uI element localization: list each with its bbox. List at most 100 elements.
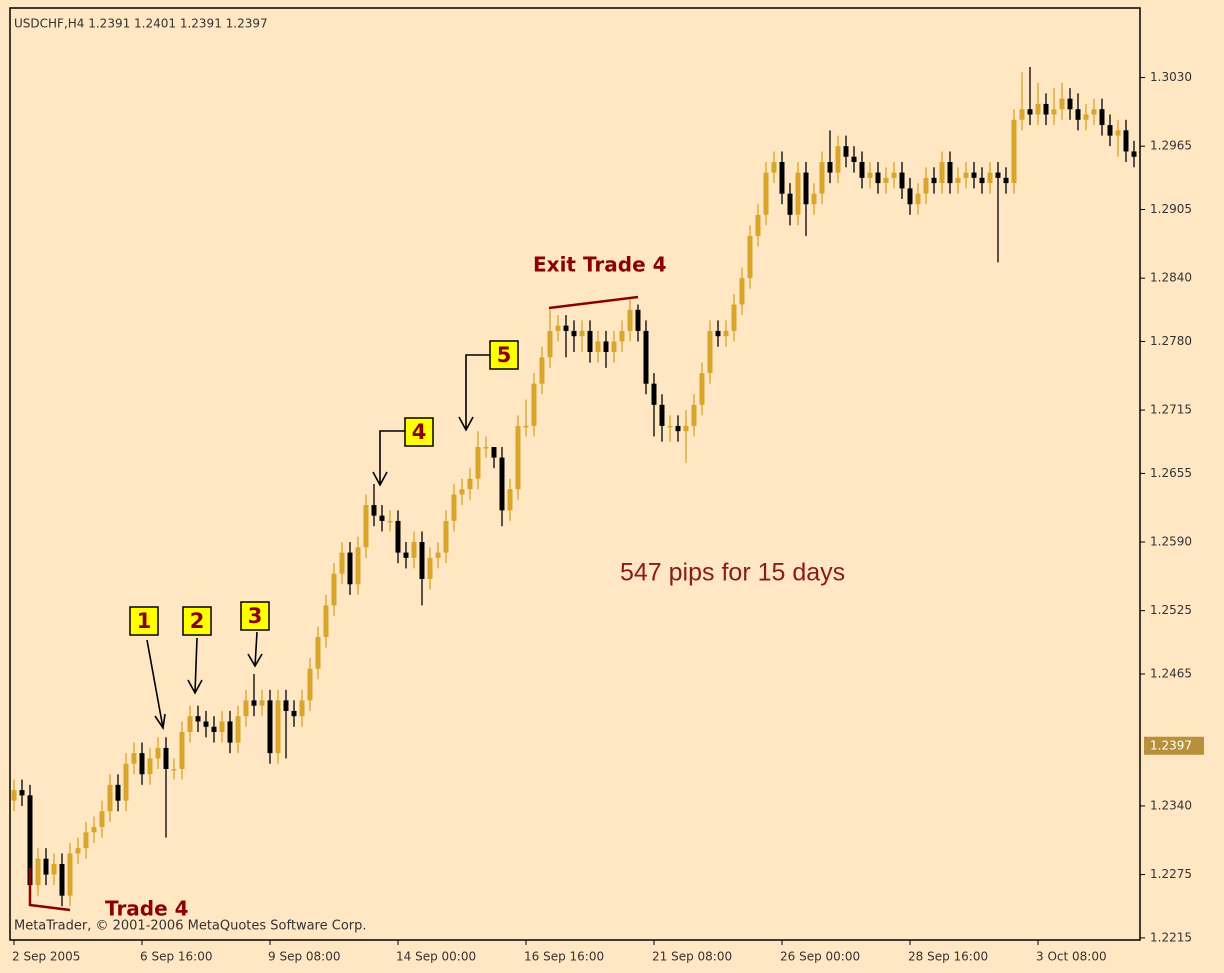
marker-label: 1 — [137, 609, 152, 633]
candle-body — [355, 547, 361, 585]
candle-body — [131, 753, 137, 764]
marker-box — [404, 417, 434, 447]
candle-body — [683, 425, 689, 432]
candle-body — [379, 515, 385, 521]
candle-body — [883, 177, 889, 184]
candle-body — [251, 700, 257, 706]
candle-body — [491, 447, 497, 458]
y-tick-label: 1.2840 — [1150, 271, 1192, 285]
candle-body — [691, 404, 697, 426]
candle-body — [171, 768, 177, 771]
marker-box — [240, 601, 270, 631]
marker-box — [182, 606, 212, 636]
arrow — [247, 631, 263, 668]
annotations: 1 2 3 4 5 Exit Trade 4 Trade 4 547 pips … — [28, 253, 845, 921]
marker-label: 4 — [412, 420, 427, 444]
candle-body — [459, 489, 465, 495]
candle-body — [755, 214, 761, 236]
candle-body — [267, 700, 273, 754]
arrow — [458, 354, 490, 432]
candle-body — [83, 832, 89, 849]
candle-body — [1043, 103, 1049, 115]
candle-body — [315, 637, 321, 669]
arrow — [146, 639, 166, 731]
x-tick-label: 28 Sep 16:00 — [908, 950, 988, 964]
candle-body — [1059, 98, 1065, 110]
candle-body — [219, 721, 225, 733]
candle-body — [971, 172, 977, 178]
candle-body — [59, 863, 65, 896]
candle-body — [595, 341, 601, 353]
candle-body — [1003, 177, 1009, 184]
x-tick-label: 6 Sep 16:00 — [140, 950, 212, 964]
candle-body — [811, 193, 817, 205]
candle-body — [995, 172, 1001, 178]
candle-body — [307, 668, 313, 701]
candle-body — [1123, 130, 1129, 152]
x-tick-label: 26 Sep 00:00 — [780, 950, 860, 964]
exit-line — [548, 295, 639, 310]
candle-body — [923, 177, 929, 194]
y-tick-label: 1.2965 — [1150, 139, 1192, 153]
candle-body — [363, 505, 369, 548]
y-tick-label: 1.2340 — [1150, 798, 1192, 812]
chart-title: USDCHF,H4 1.2391 1.2401 1.2391 1.2397 — [14, 17, 268, 31]
candle-body — [99, 811, 105, 828]
summary-label: 547 pips for 15 days — [620, 559, 845, 587]
candle-body — [1091, 109, 1097, 115]
candle-body — [851, 156, 857, 163]
candle-body — [635, 309, 641, 331]
candle-body — [451, 494, 457, 521]
candle-body — [907, 188, 913, 205]
x-tick-label: 9 Sep 08:00 — [268, 950, 340, 964]
candle-body — [843, 146, 849, 157]
candle-body — [1011, 119, 1017, 184]
candle-body — [387, 520, 393, 523]
marker-label: 5 — [497, 343, 512, 367]
candle-body — [547, 330, 553, 358]
candle-body — [1131, 151, 1137, 157]
candle-body — [115, 784, 121, 801]
y-tick-label: 1.2215 — [1150, 930, 1192, 944]
candle-body — [795, 172, 801, 215]
candle-body — [203, 721, 209, 727]
candle-body — [411, 542, 417, 558]
candle-body — [427, 557, 433, 579]
candle-body — [763, 172, 769, 215]
candle-body — [1107, 125, 1113, 136]
candle-body — [475, 447, 481, 479]
candle-body — [43, 858, 49, 875]
candle-body — [1019, 109, 1025, 120]
y-tick-label: 1.3030 — [1150, 70, 1192, 84]
y-tick-label: 1.2655 — [1150, 466, 1192, 480]
candle-body — [331, 573, 337, 606]
candle-body — [875, 172, 881, 184]
marker-box — [129, 606, 159, 636]
candle-body — [339, 552, 345, 574]
candle-body — [435, 552, 441, 558]
candle-body — [1115, 130, 1121, 136]
candle-body — [531, 383, 537, 426]
candle-body — [899, 172, 905, 189]
candle-body — [939, 162, 945, 184]
candle-body — [403, 552, 409, 558]
candle-body — [915, 193, 921, 205]
y-tick-label: 1.2780 — [1150, 334, 1192, 348]
candle-body — [419, 542, 425, 579]
candle-body — [787, 193, 793, 215]
candle-body — [819, 162, 825, 194]
candle-body — [147, 758, 153, 775]
candle-body — [1075, 109, 1081, 120]
candle-body — [299, 700, 305, 717]
candle-body — [67, 853, 73, 896]
candle-body — [523, 425, 529, 428]
candle-body — [1035, 103, 1041, 115]
candle-body — [859, 162, 865, 178]
y-tick-label: 1.2715 — [1150, 403, 1192, 417]
candle-body — [643, 330, 649, 384]
candle-body — [835, 146, 841, 173]
candle-body — [675, 425, 681, 432]
x-tick-label: 3 Oct 08:00 — [1036, 950, 1107, 964]
candle-body — [555, 325, 561, 331]
candle-body — [651, 383, 657, 405]
